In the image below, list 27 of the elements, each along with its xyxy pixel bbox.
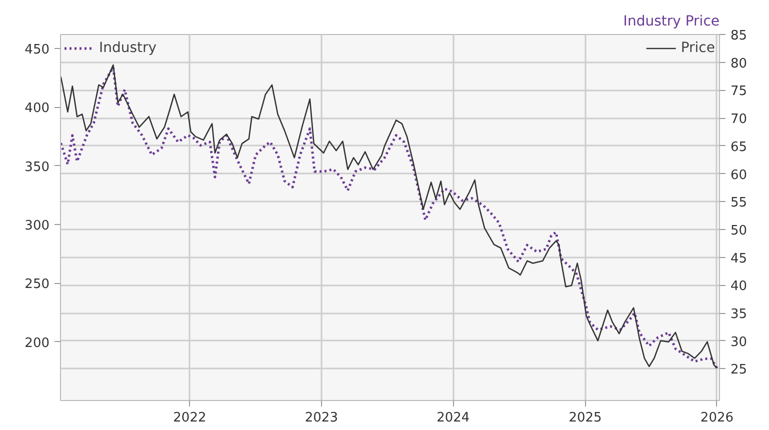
y2-tick-label: 80 [730, 56, 748, 72]
y2-tick-label: 55 [730, 196, 748, 211]
y2-tick-label: 70 [730, 112, 748, 128]
y2-tick-label: 35 [730, 307, 748, 322]
x-tick-label: 2025 [568, 410, 602, 426]
legend-label: Industry [99, 40, 157, 56]
x-tick-label: 2024 [436, 410, 470, 426]
y-tick-label: 350 [24, 160, 50, 175]
y2-tick-label: 40 [730, 279, 748, 294]
y-tick-label: 450 [24, 42, 50, 58]
x-tick-label: 2023 [304, 410, 338, 426]
y-tick-label: 250 [24, 277, 50, 292]
x-tick-label: 2022 [173, 410, 206, 426]
y2-tick-label: 75 [730, 84, 748, 100]
y2-tick-label: 30 [730, 334, 748, 350]
y2-tick-label: 50 [730, 223, 748, 238]
y-tick-label: 400 [24, 101, 50, 116]
legend-label: Price [680, 40, 715, 56]
x-tick-label: 2026 [700, 410, 734, 426]
y-tick-label: 200 [24, 336, 50, 351]
y2-tick-label: 45 [730, 251, 748, 266]
y2-tick-label: 85 [730, 28, 748, 44]
y2-axis-title: Industry Price [623, 14, 720, 30]
y2-tick-label: 60 [730, 168, 748, 183]
y2-tick-label: 65 [730, 140, 748, 155]
y2-tick-label: 25 [730, 362, 748, 378]
y-tick-label: 300 [24, 218, 50, 234]
